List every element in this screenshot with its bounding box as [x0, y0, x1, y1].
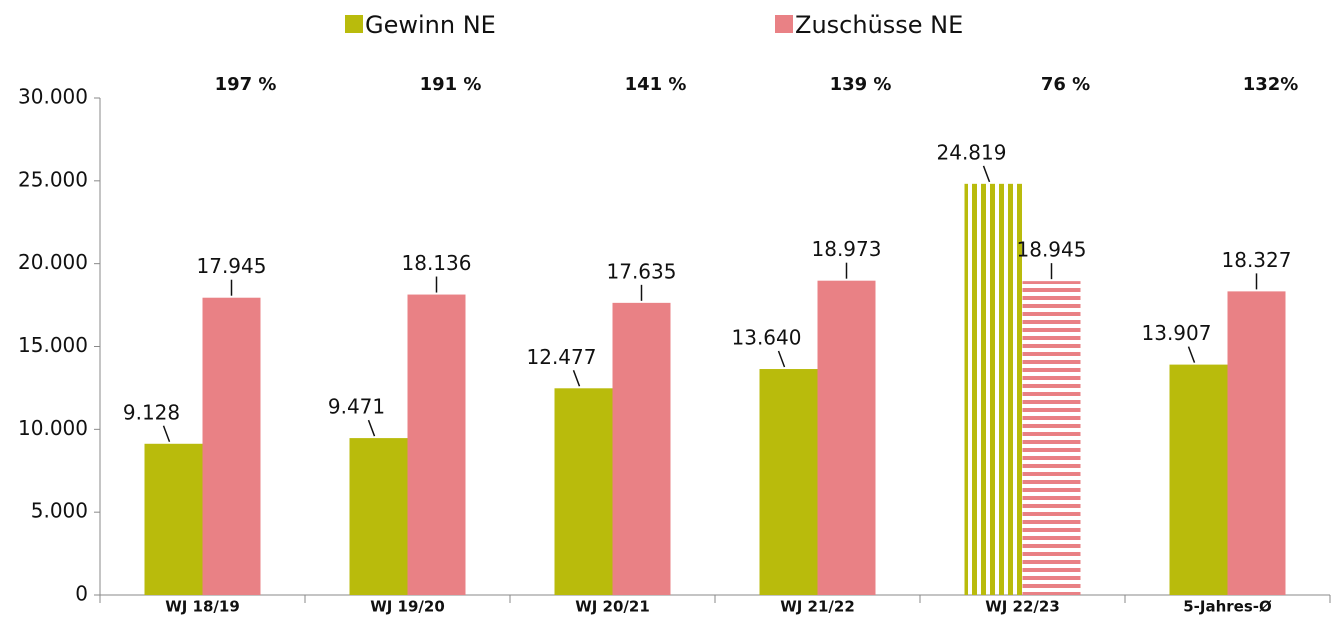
x-tick-label: WJ 18/19: [165, 598, 240, 616]
leader-line: [367, 419, 376, 437]
bar: [964, 183, 1023, 595]
bar: [202, 297, 261, 595]
bar: [554, 388, 613, 595]
ratio-label: 132%: [1243, 74, 1299, 95]
ratio-label: 141 %: [625, 74, 687, 95]
value-label: 18.945: [1017, 238, 1087, 262]
value-label: 13.907: [1142, 321, 1212, 345]
value-label: 17.945: [197, 254, 267, 278]
legend-label: Zuschüsse NE: [795, 11, 963, 39]
y-tick-label: 15.000: [18, 333, 88, 357]
x-tick-label: WJ 21/22: [780, 598, 855, 616]
value-label: 18.136: [402, 251, 472, 275]
y-tick-label: 0: [75, 582, 88, 606]
leader-line: [982, 165, 991, 183]
legend-swatch: [775, 15, 793, 33]
bar: [144, 443, 203, 595]
leader-line: [162, 425, 171, 443]
leader-line: [1187, 346, 1196, 363]
x-tick-label: WJ 19/20: [370, 598, 445, 616]
value-label: 24.819: [937, 140, 1007, 164]
value-label: 17.635: [607, 259, 677, 283]
bar: [1227, 291, 1286, 595]
leader-line: [777, 350, 786, 368]
leader-line: [572, 370, 581, 387]
bar: [407, 294, 466, 595]
bar: [349, 438, 408, 595]
x-tick-label: 5-Jahres-Ø: [1183, 598, 1272, 616]
bar: [612, 302, 671, 595]
value-label: 9.471: [328, 395, 385, 419]
y-tick-label: 5.000: [31, 499, 88, 523]
y-tick-label: 10.000: [18, 416, 88, 440]
value-label: 18.327: [1222, 248, 1292, 272]
value-label: 12.477: [527, 345, 597, 369]
legend-label: Gewinn NE: [365, 11, 496, 39]
ratio-label: 191 %: [420, 74, 482, 95]
value-label: 9.128: [123, 400, 180, 424]
y-tick-label: 25.000: [18, 167, 88, 191]
value-label: 18.973: [812, 237, 882, 261]
ratio-label: 139 %: [830, 74, 892, 95]
bar: [817, 280, 876, 595]
x-tick-label: WJ 20/21: [575, 598, 650, 616]
bar: [1022, 281, 1081, 595]
bar: [1169, 364, 1228, 595]
legend-swatch: [345, 15, 363, 33]
value-label: 13.640: [732, 326, 802, 350]
y-tick-label: 30.000: [18, 85, 88, 109]
ratio-label: 76 %: [1041, 74, 1090, 95]
bar: [759, 369, 818, 595]
y-tick-label: 20.000: [18, 250, 88, 274]
x-tick-label: WJ 22/23: [985, 598, 1060, 616]
ratio-label: 197 %: [215, 74, 277, 95]
